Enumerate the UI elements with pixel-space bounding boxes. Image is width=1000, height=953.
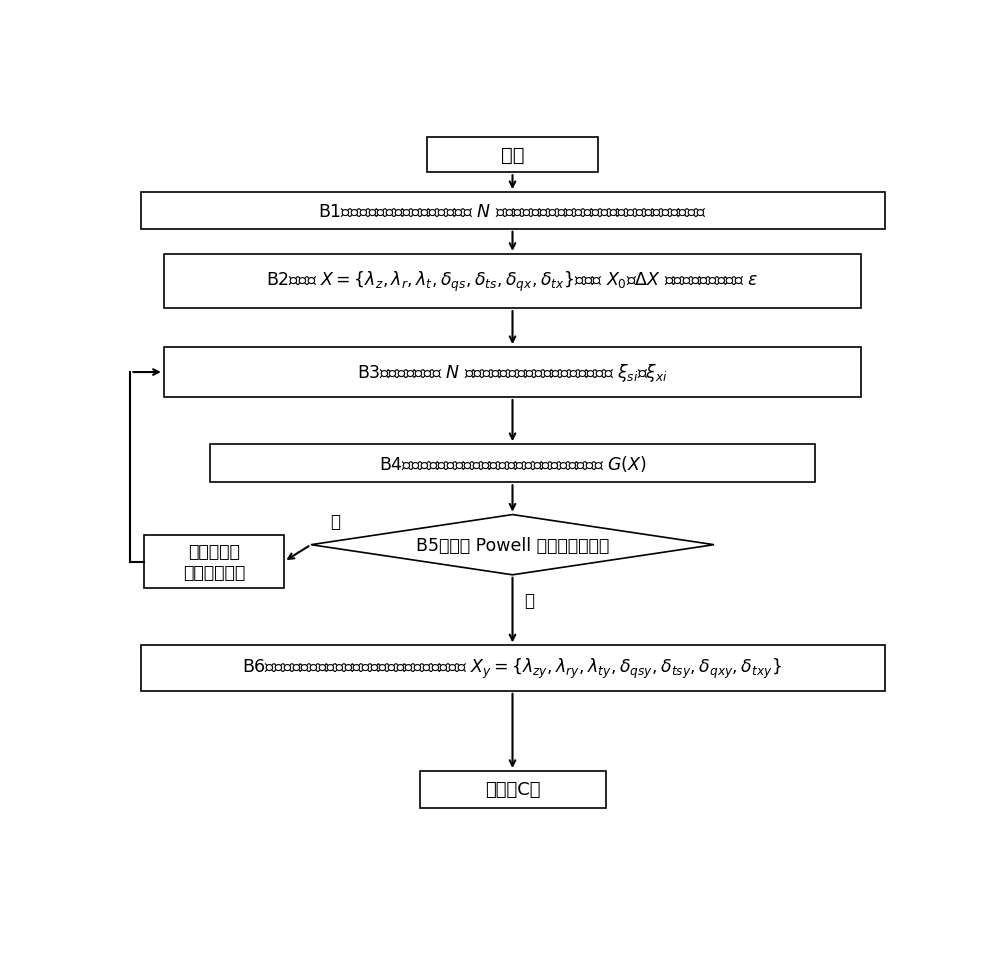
Text: B4）计算轧前带钢表面油膜厚度影响系数优化目标函数 $G(X)$: B4）计算轧前带钢表面油膜厚度影响系数优化目标函数 $G(X)$ (379, 454, 646, 474)
Text: B6）输出轧前带钢表面油膜厚度影响系数数组的最优值 $X_y=\{\lambda_{zy},\lambda_{ry},\lambda_{ty},\delta_{: B6）输出轧前带钢表面油膜厚度影响系数数组的最优值 $X_y=\{\lambda… (242, 657, 783, 680)
Bar (420, 771, 606, 808)
Bar (164, 254, 861, 309)
Text: 否: 否 (330, 513, 340, 531)
Text: B1）收集二次冷轧机组现场已生产的 $N$ 组带钢的轧制工艺参数及对应的轧前带钢表面油膜厚度: B1）收集二次冷轧机组现场已生产的 $N$ 组带钢的轧制工艺参数及对应的轧前带钢… (318, 202, 707, 220)
Text: B5）判断 Powell 条件是否成立？: B5）判断 Powell 条件是否成立？ (416, 537, 609, 554)
Bar (427, 138, 598, 173)
Text: 是: 是 (525, 591, 535, 609)
Bar (164, 348, 861, 397)
Bar (140, 193, 885, 230)
Polygon shape (311, 515, 714, 576)
Bar (210, 444, 815, 483)
Text: 开始: 开始 (501, 146, 524, 165)
Bar (144, 536, 284, 588)
Text: B3）计算已生产的 $N$ 组带钢的轧前带钢上下表面的油膜厚度 $\xi_{si}$、$\xi_{xi}$: B3）计算已生产的 $N$ 组带钢的轧前带钢上下表面的油膜厚度 $\xi_{si… (357, 362, 668, 384)
Bar (140, 645, 885, 691)
Text: 步骤（C）: 步骤（C） (485, 781, 540, 799)
Text: 更新搜索步
长、重新搜索: 更新搜索步 长、重新搜索 (183, 542, 245, 581)
Text: B2）定义 $X=\{\lambda_z,\lambda_r,\lambda_t,\delta_{qs},\delta_{ts},\delta_{qx},\de: B2）定义 $X=\{\lambda_z,\lambda_r,\lambda_t… (266, 270, 759, 294)
